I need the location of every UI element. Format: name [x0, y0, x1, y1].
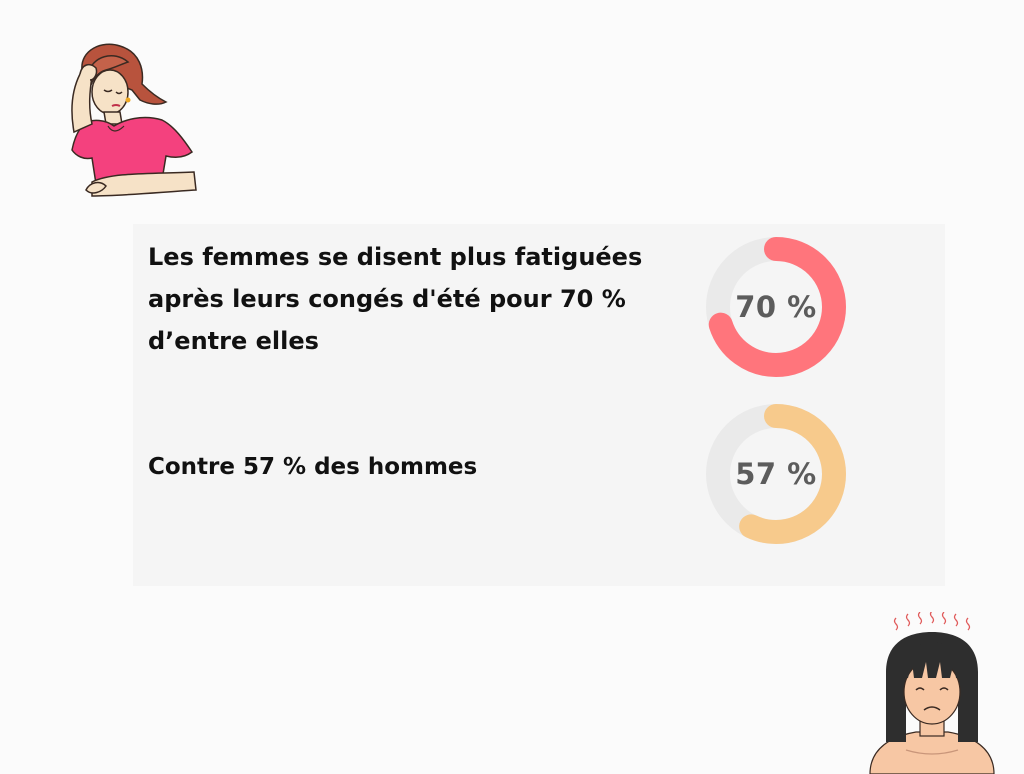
donut-arc-men: [706, 404, 846, 544]
tired-woman-illustration: [71, 43, 197, 197]
donut-label-women: 70 %: [735, 290, 817, 324]
men-donut-chart: 57 %: [701, 399, 851, 549]
women-donut-chart: 70 %: [701, 232, 851, 382]
donut-label-men: 57 %: [735, 457, 817, 491]
donut-arc-women: [706, 237, 846, 377]
stats-panel: Les femmes se disent plus fatiguées aprè…: [133, 224, 945, 586]
stat-men-text: Contre 57 % des hommes: [148, 454, 478, 480]
stat-women-text: Les femmes se disent plus fatiguées aprè…: [148, 243, 643, 355]
stressed-person-illustration: [869, 612, 995, 774]
